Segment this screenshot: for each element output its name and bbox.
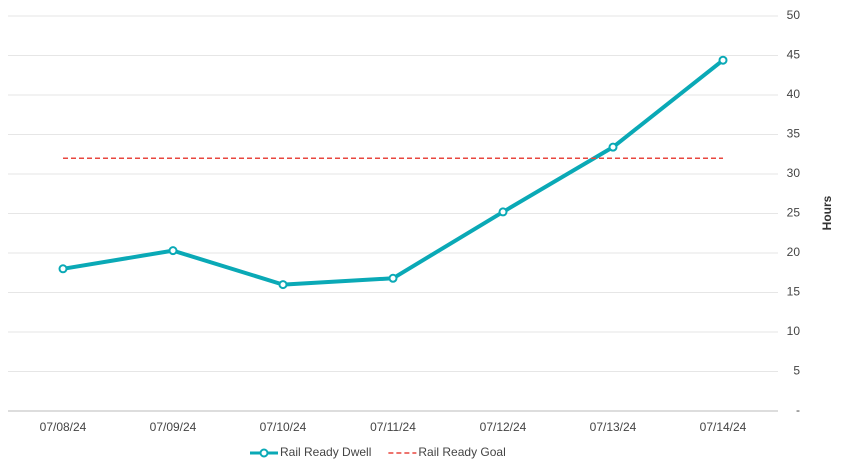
y-tick-label: 20 xyxy=(787,245,801,259)
point xyxy=(718,55,728,65)
legend-marker xyxy=(259,448,269,458)
point xyxy=(58,264,68,274)
x-tick-label: 07/08/24 xyxy=(40,420,87,434)
x-tick-label: 07/14/24 xyxy=(700,420,747,434)
point xyxy=(388,273,398,283)
y-tick-label: 40 xyxy=(787,87,801,101)
y-tick-label: 25 xyxy=(787,206,801,220)
point xyxy=(168,246,178,256)
y-tick-label: - xyxy=(796,403,800,417)
y-axis-label: Hours xyxy=(820,195,834,230)
legend-label: Rail Ready Dwell xyxy=(280,445,371,459)
x-tick-label: 07/11/24 xyxy=(370,420,416,434)
y-tick-label: 35 xyxy=(787,127,801,141)
y-tick-label: 5 xyxy=(793,364,800,378)
x-tick-label: 07/12/24 xyxy=(480,420,527,434)
point xyxy=(608,142,618,152)
series-line xyxy=(62,58,725,287)
y-tick-label: 30 xyxy=(787,166,801,180)
y-tick-label: 50 xyxy=(787,8,801,22)
y-tick-label: 10 xyxy=(787,324,801,338)
point xyxy=(278,280,288,290)
legend-label: Rail Ready Goal xyxy=(418,445,505,459)
y-tick-label: 45 xyxy=(787,48,801,62)
x-tick-label: 07/10/24 xyxy=(260,420,307,434)
y-tick-label: 15 xyxy=(787,285,801,299)
x-tick-label: 07/09/24 xyxy=(150,420,197,434)
x-tick-label: 07/13/24 xyxy=(590,420,637,434)
point xyxy=(498,207,508,217)
